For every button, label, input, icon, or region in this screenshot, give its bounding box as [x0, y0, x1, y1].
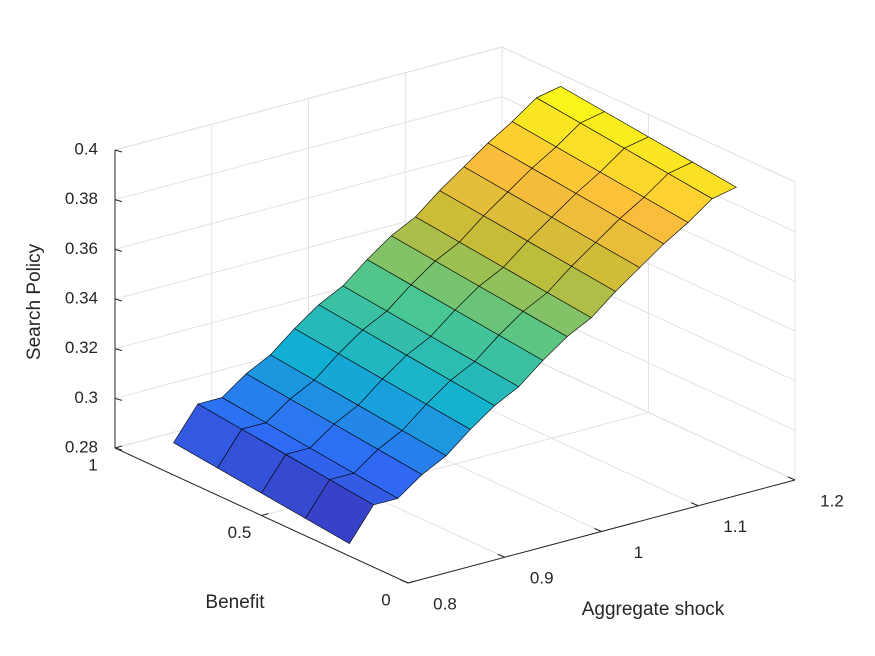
z-tick-label: 0.34	[65, 288, 98, 307]
z-axis-label: Search Policy	[24, 243, 45, 360]
tick-mark	[400, 579, 409, 584]
grid-line	[114, 46, 503, 151]
tick-mark	[114, 397, 123, 401]
tick-mark	[497, 553, 505, 558]
tick-mark	[114, 248, 123, 252]
z-tick-label: 0.3	[74, 388, 98, 407]
grid-line	[501, 46, 796, 183]
x-tick-label: 1.1	[723, 517, 747, 536]
y-tick-label: 1	[88, 455, 97, 474]
tick-mark	[594, 528, 602, 532]
z-tick-label: 0.32	[65, 338, 98, 357]
z-tick-label: 0.28	[65, 437, 98, 456]
y-tick-label: 0	[381, 590, 390, 609]
surface-patch	[305, 479, 374, 544]
tick-mark	[114, 447, 123, 451]
tick-mark	[114, 445, 123, 449]
tick-mark	[114, 298, 123, 302]
x-axis-label: Aggregate shock	[582, 599, 725, 620]
y-axis-label: Benefit	[205, 592, 265, 613]
y-tick-label: 0.5	[228, 523, 252, 542]
grid-line	[501, 344, 796, 481]
grid-line	[114, 145, 503, 250]
x-tick-label: 1	[634, 543, 643, 562]
x-tick-label: 0.9	[530, 569, 554, 588]
tick-mark	[114, 199, 123, 203]
tick-mark	[114, 149, 123, 153]
z-tick-label: 0.36	[65, 239, 98, 258]
tick-mark	[787, 476, 796, 481]
tick-mark	[261, 513, 269, 516]
x-tick-label: 0.8	[433, 594, 457, 613]
z-tick-label: 0.4	[74, 139, 98, 158]
x-tick-label: 1.2	[820, 491, 844, 510]
z-tick-label: 0.38	[65, 189, 98, 208]
tick-mark	[407, 580, 416, 584]
tick-mark	[691, 502, 699, 507]
tick-mark	[114, 348, 123, 352]
grid-line	[114, 96, 503, 201]
